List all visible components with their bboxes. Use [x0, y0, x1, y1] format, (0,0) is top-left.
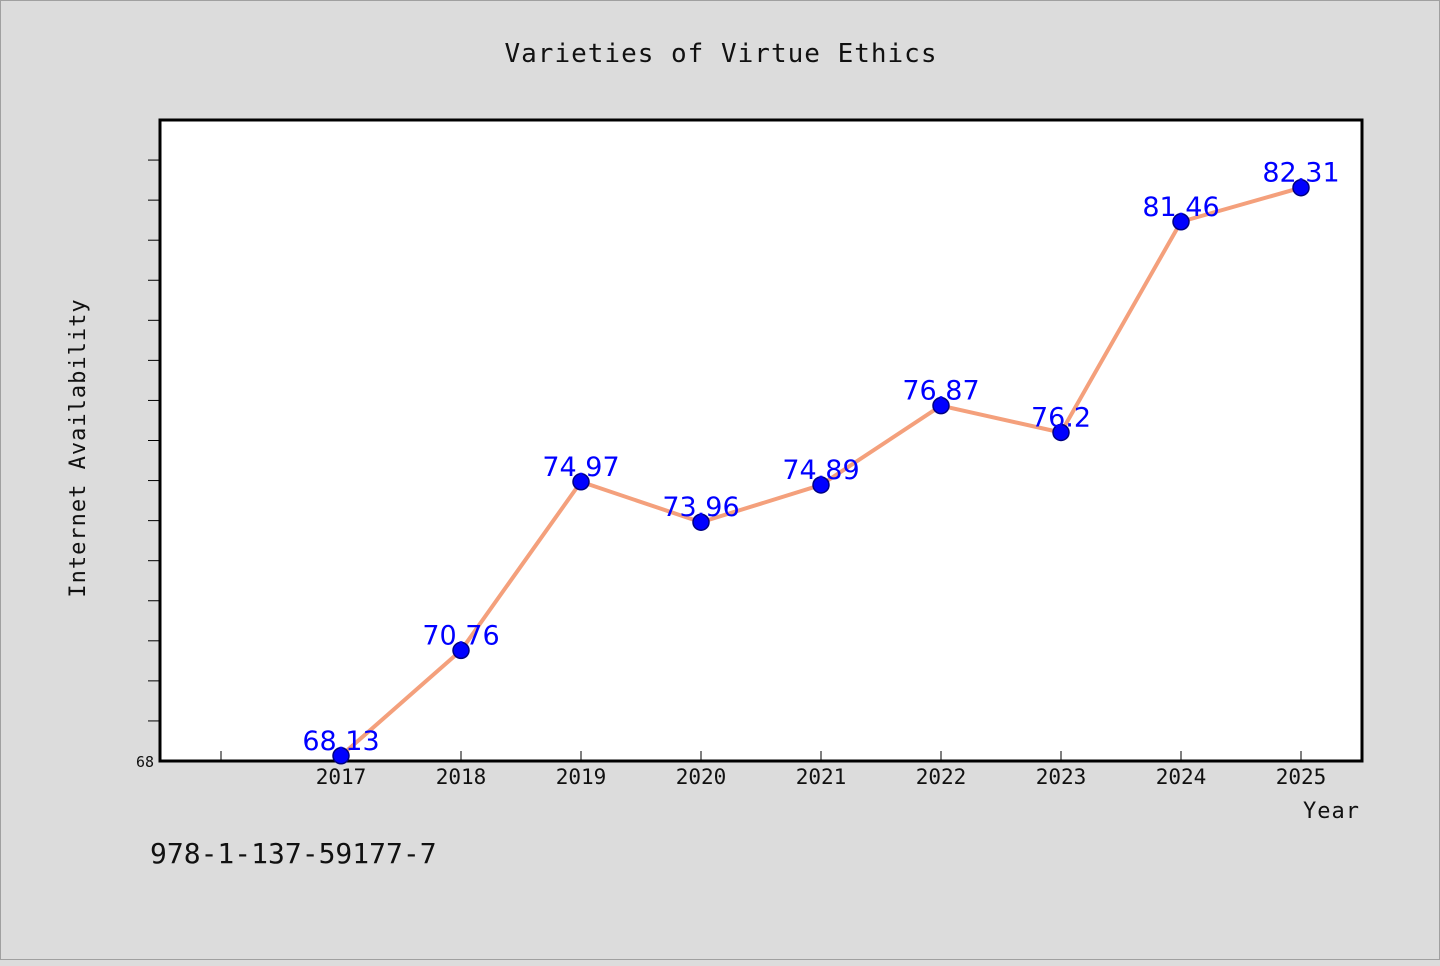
data-point — [932, 396, 950, 415]
x-axis-tick-labels: 2017 2018 2019 2020 2021 2022 2023 2024 2025 — [316, 765, 1327, 789]
y-axis-ticks — [148, 159, 160, 722]
data-point — [332, 747, 350, 765]
isbn-annotation: 978-1-137-59177-7 — [150, 837, 437, 870]
x-tick-label: 2020 — [676, 765, 727, 789]
data-labels: 68.13 70.76 74.97 73.96 74.89 76.87 76.2 81.46 8… — [302, 158, 1339, 757]
x-tick-label: 2022 — [916, 765, 967, 789]
data-point — [572, 473, 590, 491]
data-label: 76.87 — [902, 376, 979, 407]
x-tick-label: 2017 — [316, 765, 367, 789]
x-axis-ticks — [220, 751, 1302, 761]
data-point — [452, 641, 470, 660]
data-label: 76.2 — [1031, 402, 1091, 433]
plot-area — [158, 118, 1364, 763]
y-axis-min-label: 68 — [136, 753, 154, 771]
data-label: 82.31 — [1262, 158, 1339, 189]
x-tick-label: 2025 — [1276, 765, 1327, 789]
data-point-markers — [332, 178, 1310, 765]
data-point — [1052, 423, 1070, 442]
data-label: 74.97 — [542, 452, 619, 483]
data-label: 68.13 — [302, 726, 379, 757]
x-tick-label: 2021 — [796, 765, 847, 789]
x-axis-label: Year — [1303, 799, 1360, 824]
data-point — [692, 513, 710, 531]
chart-title: Varieties of Virtue Ethics — [505, 39, 938, 69]
x-tick-label: 2018 — [436, 765, 487, 789]
data-point — [1172, 213, 1190, 231]
x-tick-label: 2019 — [556, 765, 607, 789]
data-label: 73.96 — [662, 492, 739, 523]
x-tick-label: 2024 — [1156, 765, 1207, 789]
x-tick-label: 2023 — [1036, 765, 1087, 789]
y-axis-label: Internet Availability — [66, 298, 91, 597]
data-point — [1292, 178, 1310, 197]
data-label: 74.89 — [782, 455, 859, 486]
data-label: 81.46 — [1142, 192, 1219, 223]
data-label: 70.76 — [422, 620, 499, 651]
data-point — [812, 476, 830, 494]
